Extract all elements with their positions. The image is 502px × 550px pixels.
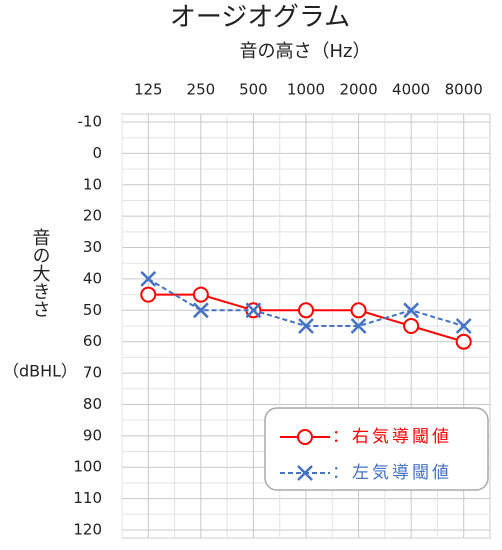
legend: ：右気導閾値 ：左気導閾値 [280,427,452,483]
x-tick-label: 1000 [287,81,325,99]
marker [403,302,420,319]
y-axis-unit: （dBHL） [3,362,77,381]
marker [298,302,314,319]
marker [297,465,313,481]
x-tick-label: 125 [134,81,163,99]
x-tick-label: 250 [187,81,216,99]
marker [192,286,209,303]
y-tick-label: 50 [83,301,102,319]
marker [455,318,472,334]
plot [140,271,472,350]
legend-box [264,407,489,491]
y-tick-label: -10 [78,113,103,131]
x-tick-label: 500 [239,81,268,99]
y-tick-label: 40 [83,269,102,287]
y-tick-label: 100 [73,458,102,476]
x-tick-label: 4000 [392,81,430,99]
marker [455,333,472,350]
x-tick-label: 8000 [445,81,483,99]
y-tick-label: 120 [73,521,102,539]
x-tick-label: 2000 [339,81,377,99]
marker [192,302,209,319]
y-tick-label: 0 [92,144,102,162]
y-tick-label: 30 [83,238,102,256]
y-tick-label: 60 [83,332,102,350]
marker [350,302,367,319]
marker [140,286,157,303]
marker [350,318,367,334]
marker [403,318,420,334]
y-axis-label: 音の大きさ [30,228,51,318]
chart-title: オージオグラム [170,3,350,33]
y-tick-label: 70 [83,364,102,382]
y-tick-label: 80 [83,395,102,413]
marker [297,429,313,445]
legend-label: ：左気導閾値 [332,463,452,483]
y-tick-label: 10 [83,175,102,193]
marker [298,318,314,334]
marker [140,271,157,287]
y-tick-label: 20 [83,207,102,225]
marker [245,302,262,319]
legend-label: ：右気導閾値 [332,427,452,447]
y-tick-label: 110 [73,489,102,507]
x-axis-label: 音の高さ（Hz） [240,41,371,62]
y-tick-label: 90 [83,426,102,444]
